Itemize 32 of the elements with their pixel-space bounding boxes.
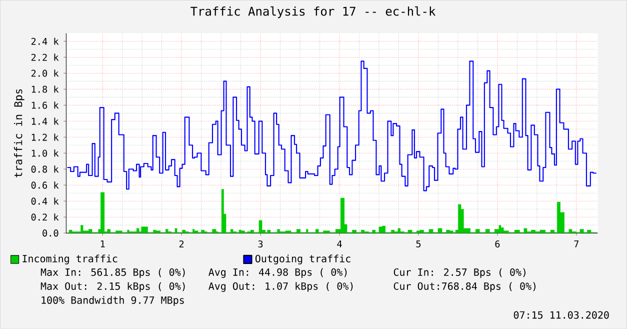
x-tick-label: 7 [574, 240, 579, 248]
y-tick-label: 1.2 k [32, 133, 59, 141]
y-tick-label: 0.2 k [31, 213, 59, 221]
text: Cur Out:768.84 Bps ( 0%) [394, 282, 536, 292]
y-tick-label: 1.4 k [32, 118, 59, 125]
y-tick-label: 0.6 k [31, 181, 59, 189]
y-tick-label: 1.6 k [32, 101, 59, 109]
text: Avg Out: 1.07 kBps ( 0%) [208, 282, 353, 292]
y-tick-label: 1.0 k [32, 149, 59, 157]
x-tick-label: 3 [258, 240, 263, 248]
legend-label: Outgoing traffic [255, 254, 350, 264]
text: Avg In: 44.98 Bps ( 0%) [208, 268, 347, 278]
y-tick-label: 0.4 k [31, 197, 59, 205]
y-tick-label: 0.0 [42, 229, 58, 236]
x-tick-label: 4 [337, 240, 342, 248]
text: 07:15 11.03.2020 [514, 311, 609, 319]
text: Max In: 561.85 Bps ( 0%) [40, 268, 185, 278]
text: Cur In: 2.57 Bps ( 0%) [394, 268, 526, 278]
x-tick-label: 1 [100, 240, 105, 248]
y-axis-title: traffic in Bps [14, 89, 24, 178]
y-tick-label: 2.0 k [31, 69, 59, 77]
y-tick-label: 2.4 k [31, 38, 59, 45]
x-tick-label: 6 [495, 240, 500, 248]
legend-label: Incoming traffic [22, 254, 118, 264]
y-tick-label: 1.8 k [32, 85, 59, 93]
y-tick-label: 2.2 k [31, 54, 59, 61]
y-tick-label: 0.8 k [31, 165, 59, 173]
text: 100% Bandwidth 9.77 MBps [42, 296, 184, 306]
chart-title: Traffic Analysis for 17 -- ec-hl-k [190, 6, 436, 18]
x-tick-label: 5 [416, 240, 421, 248]
x-tick-label: 2 [179, 240, 184, 248]
text: Max Out: 2.15 kBps ( 0%) [40, 282, 185, 292]
